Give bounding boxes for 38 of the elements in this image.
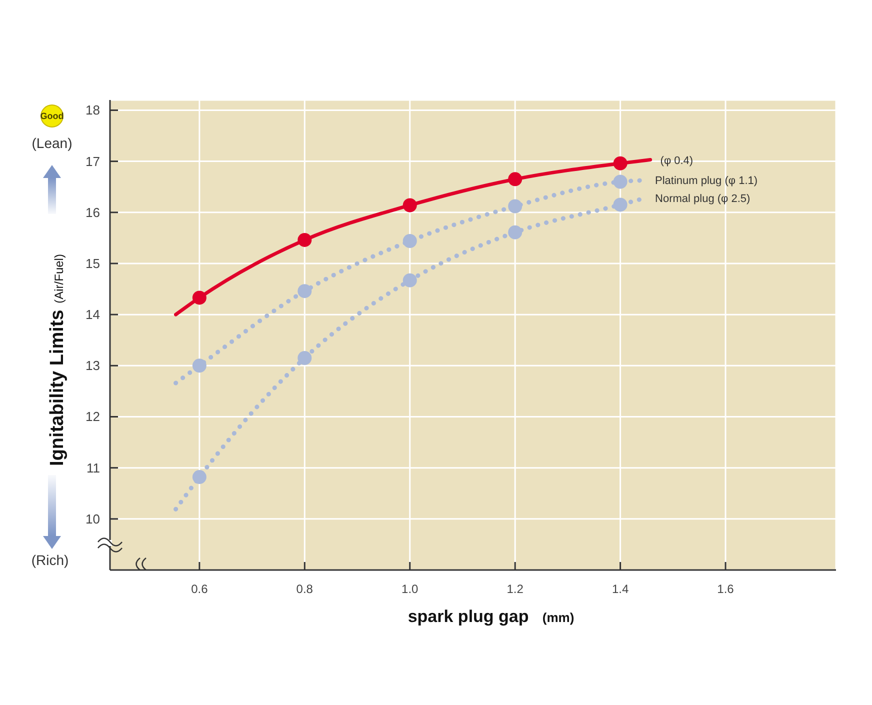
x-tick-label: 1.4 (612, 582, 629, 596)
y-tick-label: 15 (86, 256, 100, 271)
point (508, 199, 522, 214)
series-label: Normal plug (φ 2.5) (655, 193, 750, 206)
point (192, 290, 206, 305)
text: (Rich) (31, 552, 69, 568)
x-tick-label: 1.6 (717, 582, 734, 596)
point (508, 172, 522, 186)
y-tick-label: 11 (86, 460, 100, 476)
point (613, 198, 628, 212)
x-tick-label: 1.2 (506, 582, 524, 596)
x-tick-label: 0.6 (191, 582, 208, 596)
y-tick-label: 13 (86, 358, 100, 374)
text: Good (40, 111, 64, 121)
y-tick-label: 10 (86, 511, 100, 526)
x-axis-title: spark plug gap (mm) (408, 607, 574, 626)
text: (Lean) (32, 135, 72, 151)
y-tick-label: 14 (86, 307, 100, 322)
point (192, 358, 206, 373)
point (613, 156, 628, 170)
point (402, 198, 417, 212)
point (508, 225, 522, 240)
series-label: Platinum plug (φ 1.1) (655, 175, 758, 188)
point (613, 174, 628, 189)
y-tick-label: 12 (86, 409, 100, 424)
y-tick-label: 16 (86, 204, 100, 220)
y-tick-label: 18 (86, 102, 100, 118)
y-tick-label: 17 (86, 154, 100, 169)
y-axis-title: Ignitability Limits (Air/Fuel) (47, 254, 68, 466)
point (402, 273, 417, 288)
x-tick-label: 0.8 (296, 582, 314, 596)
x-tick-label: 1.0 (402, 582, 419, 596)
point (402, 234, 417, 248)
point (298, 350, 312, 365)
point (298, 284, 312, 298)
point (298, 232, 312, 247)
point (192, 470, 206, 484)
series-label: (φ 0.4) (660, 154, 694, 167)
